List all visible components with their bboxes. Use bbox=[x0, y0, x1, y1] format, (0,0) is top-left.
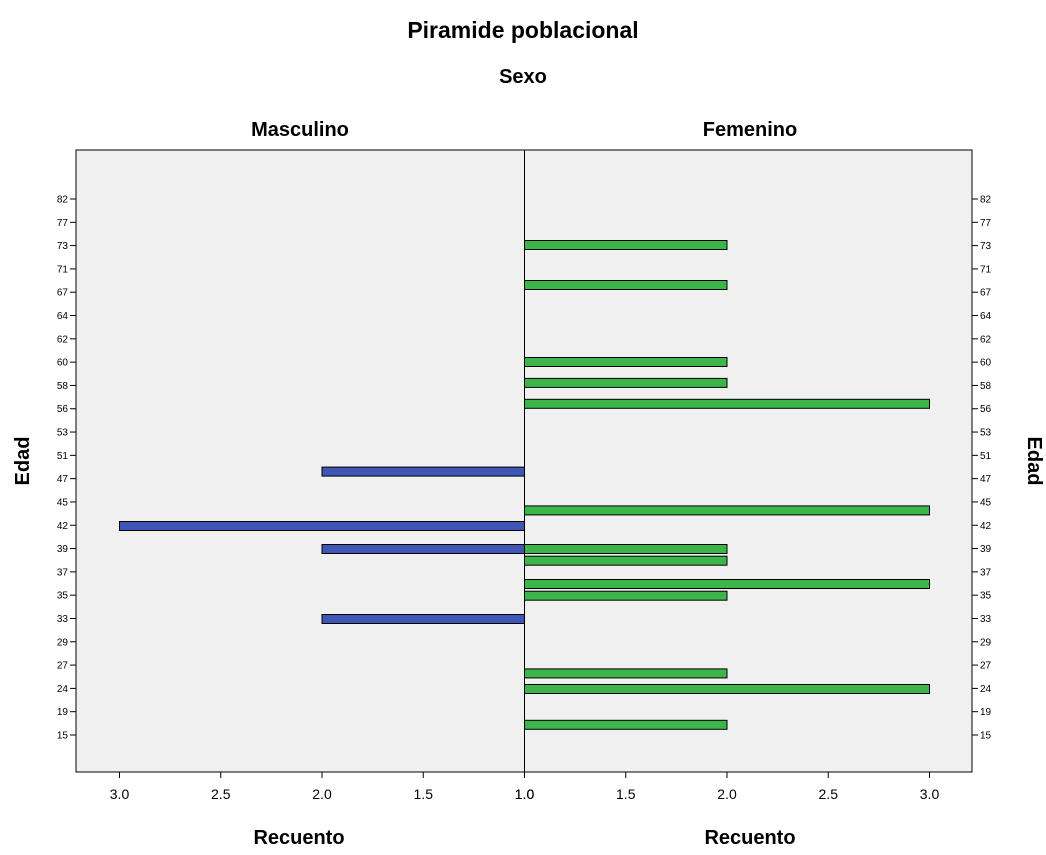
chart-title: Piramide poblacional bbox=[407, 17, 638, 43]
y-tick-label-right: 77 bbox=[980, 218, 992, 229]
y-tick-label-right: 62 bbox=[980, 334, 992, 345]
bar-femenino-17 bbox=[524, 719, 728, 730]
y-axis-label-left: Edad bbox=[12, 437, 34, 486]
y-tick-label-right: 24 bbox=[980, 684, 992, 695]
y-tick-label-left: 82 bbox=[57, 195, 69, 206]
bar-femenino-24 bbox=[524, 684, 930, 694]
bar-femenino-36 bbox=[524, 579, 930, 589]
y-tick-label-right: 71 bbox=[980, 264, 992, 275]
y-tick-label-left: 56 bbox=[57, 404, 69, 415]
bar-femenino-73 bbox=[524, 240, 728, 250]
y-tick-label-right: 58 bbox=[980, 381, 992, 392]
y-tick-label-left: 15 bbox=[57, 731, 69, 742]
bar-femenino-58 bbox=[524, 377, 728, 388]
y-tick-label-right: 53 bbox=[980, 428, 992, 439]
chart-subtitle: Sexo bbox=[499, 66, 547, 88]
y-tick-label-right: 51 bbox=[980, 451, 992, 462]
y-tick-label-left: 42 bbox=[57, 521, 69, 532]
y-tick-label-right: 35 bbox=[980, 591, 992, 602]
y-tick-label-left: 73 bbox=[57, 241, 69, 252]
x-tick-label-left: 2.0 bbox=[312, 786, 332, 802]
y-tick-label-left: 45 bbox=[57, 497, 69, 508]
y-tick-label-right: 64 bbox=[980, 311, 992, 322]
y-tick-label-right: 56 bbox=[980, 404, 992, 415]
x-tick-label-right: 1.0 bbox=[515, 786, 535, 802]
y-tick-label-left: 19 bbox=[57, 707, 69, 718]
y-tick-label-left: 58 bbox=[57, 381, 69, 392]
panel-title-right: Femenino bbox=[703, 119, 797, 141]
bar-femenino-38 bbox=[524, 555, 728, 566]
y-tick-label-left: 47 bbox=[57, 474, 69, 485]
y-tick-label-left: 39 bbox=[57, 544, 69, 555]
bar-masculino-49 bbox=[321, 466, 525, 477]
y-ticks-layer: 82 82 77 77 73 73 71 71 67 67 64 64 62 62 60 60 58 58 56 56… bbox=[57, 195, 992, 742]
bar-femenino-56 bbox=[524, 398, 930, 409]
y-tick-label-left: 24 bbox=[57, 684, 69, 695]
y-tick-label-right: 73 bbox=[980, 241, 992, 252]
bar-femenino-60 bbox=[524, 357, 728, 367]
y-tick-label-right: 19 bbox=[980, 707, 992, 718]
y-tick-label-left: 77 bbox=[57, 218, 69, 229]
y-tick-label-right: 33 bbox=[980, 614, 992, 625]
x-tick-label-right: 2.0 bbox=[717, 786, 737, 802]
x-axis-label-right: Recuento bbox=[704, 827, 795, 849]
x-tick-label-left: 1.0 bbox=[515, 786, 535, 802]
y-tick-label-left: 51 bbox=[57, 451, 69, 462]
x-tick-label-right: 2.5 bbox=[819, 786, 839, 802]
y-tick-label-right: 39 bbox=[980, 544, 992, 555]
y-tick-label-right: 15 bbox=[980, 731, 992, 742]
y-tick-label-left: 29 bbox=[57, 637, 69, 648]
x-axis-label-left: Recuento bbox=[253, 827, 344, 849]
y-tick-label-left: 33 bbox=[57, 614, 69, 625]
y-tick-label-left: 35 bbox=[57, 591, 69, 602]
bar-masculino-42 bbox=[119, 521, 525, 531]
y-tick-label-left: 60 bbox=[57, 358, 69, 369]
bar-femenino-35 bbox=[524, 590, 728, 601]
y-tick-label-right: 29 bbox=[980, 637, 992, 648]
y-tick-label-left: 27 bbox=[57, 661, 69, 672]
y-tick-label-left: 64 bbox=[57, 311, 69, 322]
y-tick-label-left: 71 bbox=[57, 264, 69, 275]
y-axis-label-right: Edad bbox=[1023, 437, 1045, 486]
bar-masculino-33 bbox=[321, 614, 525, 624]
y-tick-label-right: 82 bbox=[980, 195, 992, 206]
bar-femenino-26 bbox=[524, 668, 728, 679]
y-tick-label-right: 27 bbox=[980, 661, 992, 672]
bars-layer bbox=[119, 240, 930, 730]
y-tick-label-right: 67 bbox=[980, 288, 992, 299]
y-tick-label-right: 37 bbox=[980, 567, 992, 578]
bar-femenino-44 bbox=[524, 505, 930, 516]
x-ticks-layer: 3.0 2.5 2.0 1.5 1.01.0 1.5 2.0 2.5 3.0 bbox=[110, 772, 940, 802]
bar-femenino-68 bbox=[524, 280, 728, 290]
y-tick-label-right: 60 bbox=[980, 358, 992, 369]
y-tick-label-left: 67 bbox=[57, 288, 69, 299]
x-tick-label-right: 3.0 bbox=[920, 786, 940, 802]
bar-femenino-39 bbox=[524, 544, 728, 554]
y-tick-label-left: 62 bbox=[57, 334, 69, 345]
y-tick-label-right: 47 bbox=[980, 474, 992, 485]
x-tick-label-right: 1.5 bbox=[616, 786, 636, 802]
y-tick-label-right: 45 bbox=[980, 497, 992, 508]
bar-masculino-39 bbox=[321, 544, 525, 554]
panel-title-left: Masculino bbox=[251, 119, 349, 141]
y-tick-label-left: 37 bbox=[57, 567, 69, 578]
y-tick-label-left: 53 bbox=[57, 428, 69, 439]
y-tick-label-right: 42 bbox=[980, 521, 992, 532]
x-tick-label-left: 2.5 bbox=[211, 786, 231, 802]
x-tick-label-left: 3.0 bbox=[110, 786, 130, 802]
x-tick-label-left: 1.5 bbox=[414, 786, 434, 802]
